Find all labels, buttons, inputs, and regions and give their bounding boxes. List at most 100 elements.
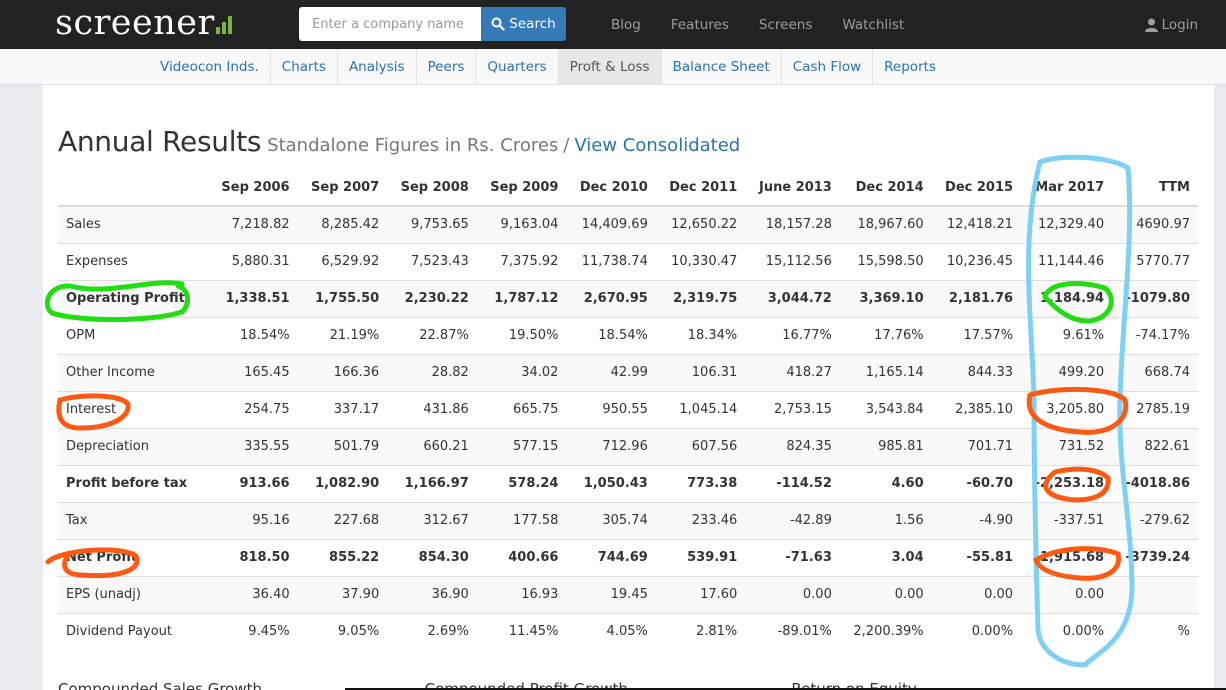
value-cell: 21.19%: [297, 316, 388, 354]
row-label: EPS (unadj): [58, 575, 208, 613]
logo-text: screener: [55, 3, 215, 43]
bottom-edge-strip: [345, 688, 1226, 690]
value-cell: 9.45%: [208, 612, 298, 650]
value-cell: 9,753.65: [387, 205, 477, 243]
nav-watchlist[interactable]: Watchlist: [842, 16, 905, 33]
value-cell: 2,753.15: [745, 390, 840, 428]
value-cell: 418.27: [745, 353, 840, 391]
subnav-company[interactable]: Videocon Inds.: [149, 49, 271, 85]
value-cell: 17.76%: [839, 316, 932, 354]
subnav-analysis[interactable]: Analysis: [338, 49, 417, 85]
screener-logo[interactable]: screener: [55, 3, 232, 43]
row-label: Dividend Payout: [58, 612, 208, 650]
company-search-input[interactable]: [299, 7, 481, 41]
nav-features[interactable]: Features: [670, 16, 729, 33]
row-label: Tax: [58, 501, 208, 539]
value-cell: 1,045.14: [655, 390, 746, 428]
value-cell: 1,082.90: [297, 464, 388, 502]
value-cell: 2785.19: [1112, 390, 1198, 428]
table-row: Expenses 5,880.31 6,529.92 7,523.43 7,375.92…: [58, 242, 1198, 280]
header-label-cell: [58, 170, 208, 207]
value-cell: 2,200.39%: [839, 612, 932, 650]
subnav-charts[interactable]: Charts: [271, 49, 338, 85]
value-cell: -4.90: [931, 501, 1022, 539]
value-cell: 3.04: [839, 538, 932, 576]
subnav-balance-sheet[interactable]: Balance Sheet: [662, 49, 782, 85]
value-cell: 1.56: [839, 501, 932, 539]
value-cell: 0.00: [1021, 575, 1113, 613]
value-cell: 4.60: [839, 464, 932, 502]
value-cell: 106.31: [655, 353, 746, 391]
value-cell: 18,967.60: [839, 205, 932, 243]
value-cell: -279.62: [1112, 501, 1198, 539]
subnav-profit-loss[interactable]: Proft & Loss: [558, 49, 662, 85]
search-form: Search: [299, 7, 566, 41]
value-cell: 6,529.92: [297, 242, 388, 280]
value-cell: 499.20: [1021, 353, 1113, 391]
view-consolidated-link[interactable]: View Consolidated: [574, 135, 741, 156]
value-cell: 22.87%: [387, 316, 477, 354]
growth-sections: Compounded Sales Growth Compounded Profi…: [58, 680, 1158, 690]
value-cell: 11.45%: [476, 612, 567, 650]
value-cell: -114.52: [745, 464, 840, 502]
nav-screens[interactable]: Screens: [758, 16, 813, 33]
value-cell: -60.70: [931, 464, 1022, 502]
value-cell: 660.21: [387, 427, 477, 465]
figures-subtitle: Standalone Figures in Rs. Crores: [267, 135, 559, 156]
value-cell: 577.15: [476, 427, 567, 465]
value-cell: 731.52: [1021, 427, 1113, 465]
value-cell: 177.58: [476, 501, 567, 539]
table-row: Dividend Payout 9.45% 9.05% 2.69% 11.45% 4.05…: [58, 612, 1198, 650]
content-panel: Annual Results Standalone Figures in Rs.…: [43, 85, 1214, 690]
value-cell: 400.66: [476, 538, 567, 576]
value-cell: -74.17%: [1112, 316, 1198, 354]
value-cell: 950.55: [566, 390, 656, 428]
page-title: Annual Results: [58, 125, 262, 158]
nav-blog[interactable]: Blog: [611, 16, 641, 33]
subnav-quarters[interactable]: Quarters: [476, 49, 559, 85]
table-row: Other Income 165.45 166.36 28.82 34.02 42.99 1…: [58, 353, 1198, 391]
value-cell: 11,738.74: [566, 242, 656, 280]
value-cell: 7,218.82: [208, 205, 298, 243]
value-cell: 773.38: [655, 464, 746, 502]
value-cell: 233.46: [655, 501, 746, 539]
value-cell: 28.82: [387, 353, 477, 391]
table-row: Tax 95.16 227.68 312.67 177.58 305.74 233.46 -4…: [58, 501, 1198, 539]
value-cell: -3739.24: [1112, 538, 1198, 576]
value-cell: 0.00%: [1021, 612, 1113, 650]
subnav-cash-flow[interactable]: Cash Flow: [782, 49, 874, 85]
value-cell: 9,163.04: [476, 205, 567, 243]
value-cell: 8,285.42: [297, 205, 388, 243]
value-cell: 0.00: [931, 575, 1022, 613]
value-cell: 16.93: [476, 575, 567, 613]
value-cell: -1,915.68: [1021, 538, 1113, 576]
value-cell: 7,523.43: [387, 242, 477, 280]
value-cell: -42.89: [745, 501, 840, 539]
table-header-row: Sep 2006 Sep 2007 Sep 2008 Sep 2009 Dec …: [58, 170, 1198, 207]
value-cell: 10,236.45: [931, 242, 1022, 280]
value-cell: 822.61: [1112, 427, 1198, 465]
value-cell: 15,112.56: [745, 242, 840, 280]
subnav-peers[interactable]: Peers: [417, 49, 477, 85]
value-cell: 2,670.95: [566, 279, 656, 317]
value-cell: 0.00: [745, 575, 840, 613]
compounded-sales-growth-heading: Compounded Sales Growth: [58, 680, 263, 690]
value-cell: -2,253.18: [1021, 464, 1113, 502]
value-cell: 19.50%: [476, 316, 567, 354]
value-cell: 166.36: [297, 353, 388, 391]
section-header: Annual Results Standalone Figures in Rs.…: [58, 125, 740, 158]
annual-results-table: Sep 2006 Sep 2007 Sep 2008 Sep 2009 Dec …: [58, 170, 1198, 650]
return-on-equity-heading: Return on Equity: [791, 680, 917, 690]
value-cell: 335.55: [208, 427, 298, 465]
column-header: Dec 2011: [655, 170, 746, 207]
value-cell: 1,165.14: [839, 353, 932, 391]
value-cell: 9.05%: [297, 612, 388, 650]
value-cell: 913.66: [208, 464, 298, 502]
value-cell: 607.56: [655, 427, 746, 465]
login-link[interactable]: Login: [1144, 0, 1198, 49]
search-button[interactable]: Search: [481, 7, 566, 41]
subnav-reports[interactable]: Reports: [884, 59, 936, 75]
value-cell: 744.69: [566, 538, 656, 576]
table-row: EPS (unadj) 36.40 37.90 36.90 16.93 19.45 17.6…: [58, 575, 1198, 613]
value-cell: 501.79: [297, 427, 388, 465]
